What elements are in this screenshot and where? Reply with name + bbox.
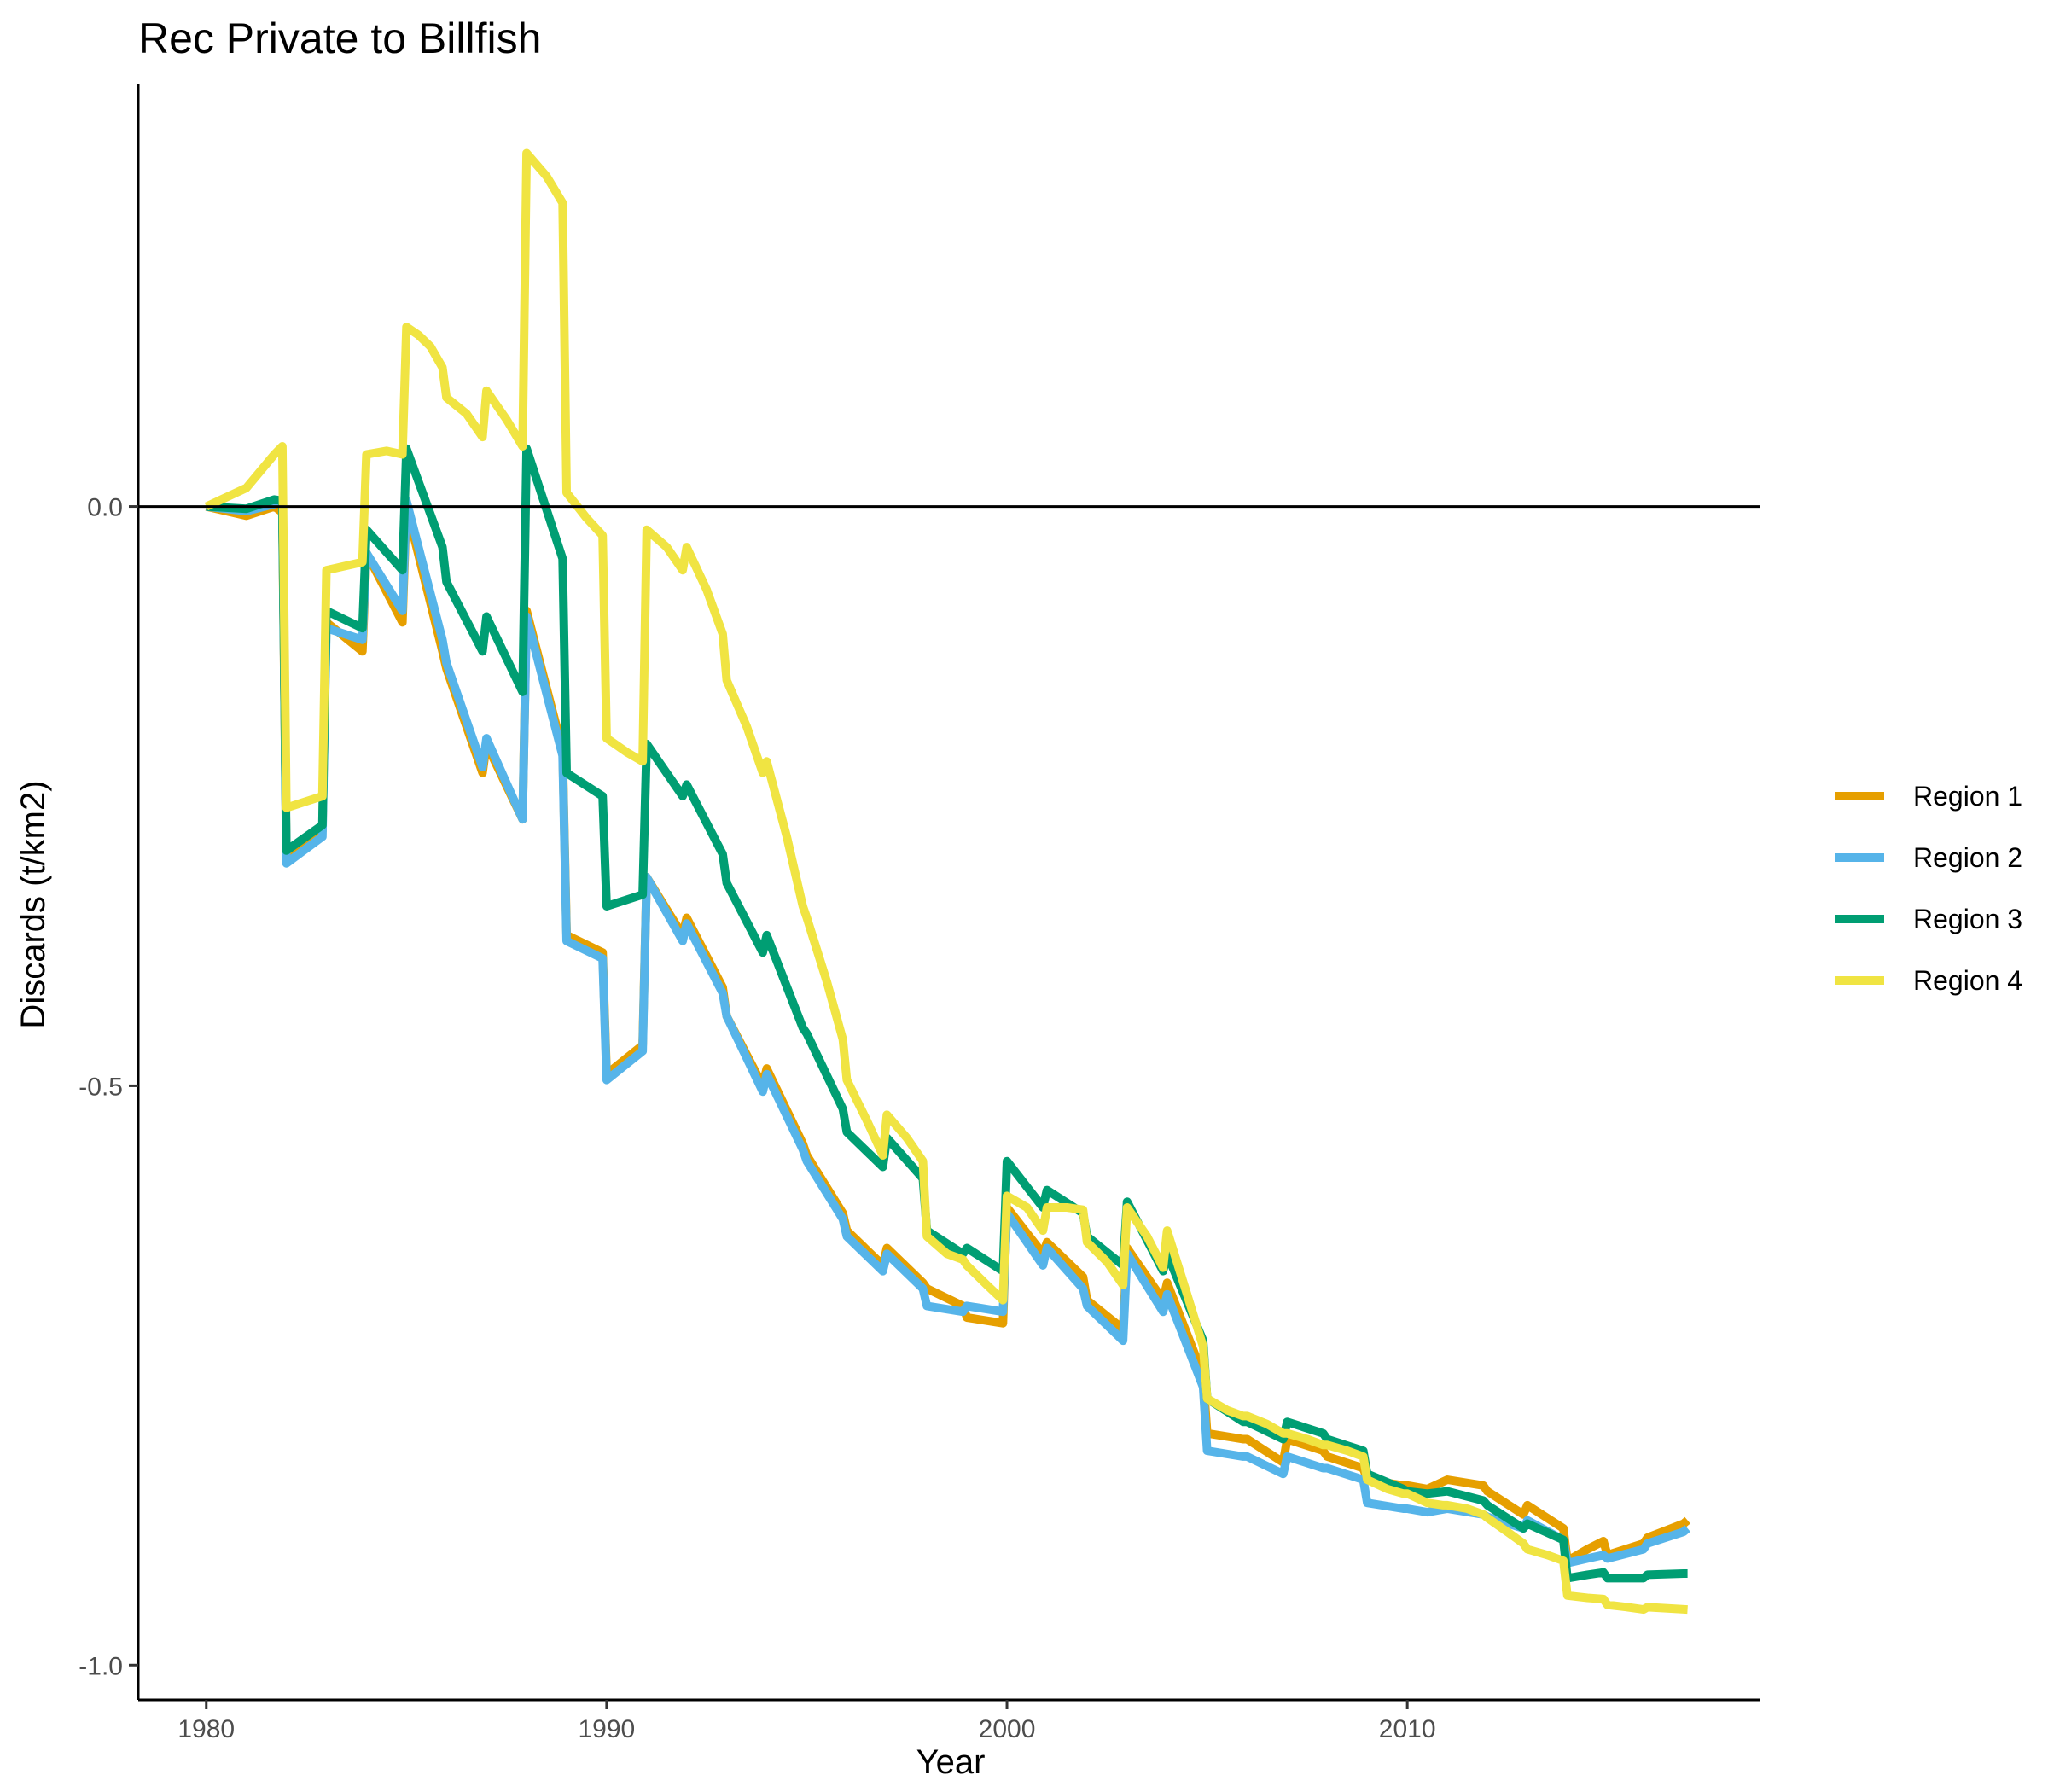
series-line-region-3 xyxy=(206,444,1688,1583)
x-tick-label: 1980 xyxy=(177,1715,235,1743)
chart-title: Rec Private to Billfish xyxy=(138,15,541,62)
y-tick-label: -0.5 xyxy=(79,1073,123,1101)
series-line-region-4 xyxy=(204,148,1688,1615)
x-axis-title: Year xyxy=(916,1743,986,1781)
legend-label-region-2: Region 2 xyxy=(1913,842,2022,873)
x-tick-label: 2000 xyxy=(979,1715,1036,1743)
y-ticks: -1.0 -0.5 0.0 xyxy=(79,494,138,1680)
legend-label-region-4: Region 4 xyxy=(1913,965,2022,996)
y-axis-title: Discards (t/km2) xyxy=(15,780,52,1028)
series-line-region-2 xyxy=(206,496,1690,1568)
legend-label-region-1: Region 1 xyxy=(1913,781,2022,812)
legend: Region 1 Region 2 Region 3 Region 4 xyxy=(1835,781,2022,996)
x-tick-label: 2010 xyxy=(1379,1715,1436,1743)
series-line-region-1 xyxy=(205,502,1690,1566)
y-tick-label: -1.0 xyxy=(79,1652,123,1680)
series-layer xyxy=(204,148,1690,1615)
x-tick-label: 1990 xyxy=(579,1715,636,1743)
y-tick-label: 0.0 xyxy=(87,494,123,522)
legend-label-region-3: Region 3 xyxy=(1913,904,2022,934)
x-ticks: 1980 1990 2000 2010 xyxy=(177,1700,1436,1743)
